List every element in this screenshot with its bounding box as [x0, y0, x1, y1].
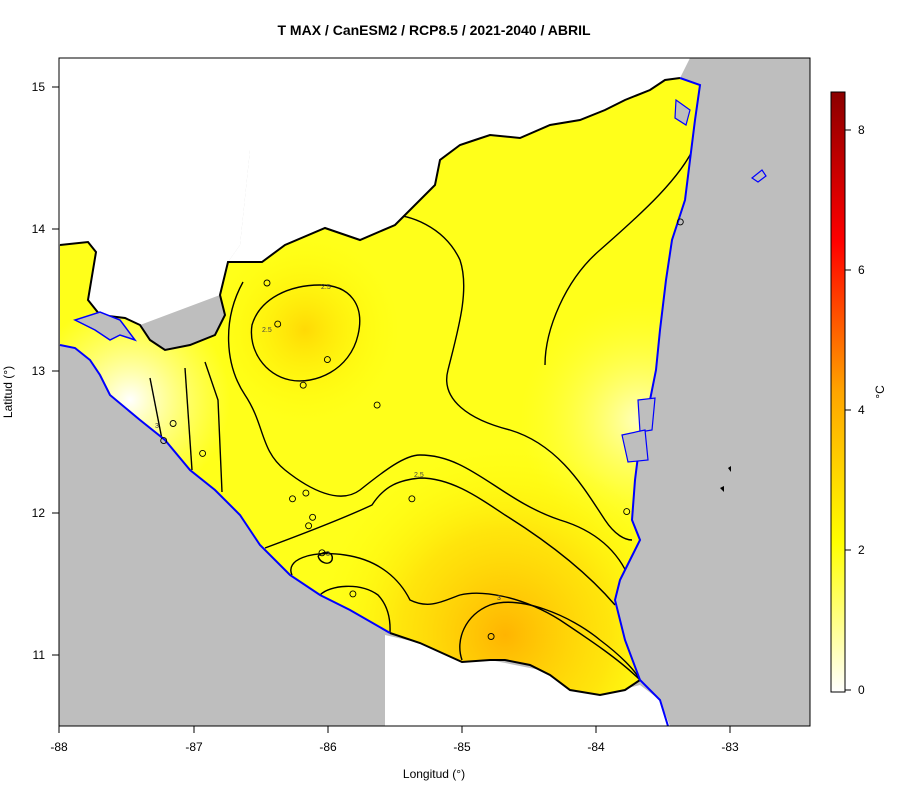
colorbar-unit-label: °C — [873, 385, 887, 399]
x-tick-label: -86 — [319, 740, 337, 754]
station-marker — [289, 495, 296, 503]
corn-islands — [750, 169, 767, 183]
contour-line — [459, 601, 641, 681]
station-marker — [349, 590, 357, 598]
island-dot — [720, 486, 724, 492]
colorbar-tick-label: 2 — [858, 543, 865, 557]
land-north-honduras — [59, 58, 250, 325]
border-honduras — [59, 77, 681, 352]
station-marker — [199, 449, 207, 457]
colorbar-gradient — [830, 91, 846, 693]
x-tick-label: -87 — [185, 740, 203, 754]
colorbar-tick-label: 4 — [858, 403, 865, 417]
y-axis-label: Latitud (°) — [1, 366, 15, 418]
contour-label: 3 — [155, 423, 159, 430]
contour-label: 2.5 — [414, 472, 424, 479]
laguna-caratasca — [674, 98, 691, 126]
contour-label: 2.5 — [262, 327, 272, 334]
contour-label: 3 — [497, 595, 501, 602]
x-axis-label: Longitud (°) — [403, 767, 465, 781]
border-costa-rica — [389, 632, 641, 697]
station-marker — [676, 218, 684, 226]
island-dot — [728, 466, 731, 472]
station-marker — [487, 633, 495, 640]
x-tick-label: -84 — [587, 740, 605, 754]
contour-line — [204, 361, 223, 493]
contour-line — [319, 585, 391, 634]
y-tick-label: 13 — [32, 364, 46, 378]
station-marker — [373, 401, 381, 409]
map-title: T MAX / CanESM2 / RCP8.5 / 2021-2040 / A… — [277, 22, 590, 38]
contour-line — [264, 477, 616, 606]
station-marker — [408, 495, 416, 503]
contour-label: 2.5 — [321, 284, 331, 291]
contour-line — [184, 367, 193, 471]
station-marker — [623, 508, 631, 516]
y-tick-label: 15 — [32, 80, 46, 94]
contour-line — [250, 284, 361, 382]
x-axis: -88 -87 -86 -85 -84 -83 — [50, 726, 739, 754]
station-marker — [318, 549, 326, 557]
station-marker — [299, 381, 307, 389]
plot-frame — [58, 57, 811, 727]
colorbar: 8 6 4 2 0 °C — [830, 91, 887, 697]
station-marker — [274, 320, 282, 328]
colorbar-tick-label: 6 — [858, 263, 865, 277]
station-marker — [160, 437, 168, 445]
contour-line — [544, 139, 698, 366]
pacific-coast — [59, 344, 391, 634]
station-marker — [323, 356, 331, 364]
gulf-islands — [73, 311, 138, 342]
station-marker — [309, 513, 317, 521]
x-tick-label: -88 — [50, 740, 68, 754]
station-markers — [160, 218, 684, 640]
station-marker — [263, 279, 271, 287]
land-honduras — [228, 58, 690, 262]
x-tick-label: -83 — [721, 740, 739, 754]
station-marker — [305, 522, 313, 530]
y-tick-label: 12 — [32, 506, 46, 520]
colorbar-tick-label: 8 — [858, 123, 865, 137]
y-tick-label: 14 — [32, 222, 46, 236]
y-tick-label: 11 — [33, 648, 46, 662]
sea-south — [385, 635, 670, 726]
contour-line — [290, 553, 641, 681]
coastal-lagoon — [621, 429, 649, 463]
y-axis: 15 14 13 12 11 — [32, 80, 59, 662]
station-marker — [169, 420, 177, 427]
station-marker — [302, 489, 310, 497]
contour-label: 3 — [326, 551, 330, 558]
coastal-lagoon — [637, 397, 656, 433]
map-panel: 2.5 2.5 3 3 3 2.5 — [59, 58, 810, 726]
colorbar-tick-label: 0 — [858, 683, 865, 697]
x-tick-label: -85 — [453, 740, 471, 754]
contour-line — [227, 281, 631, 581]
